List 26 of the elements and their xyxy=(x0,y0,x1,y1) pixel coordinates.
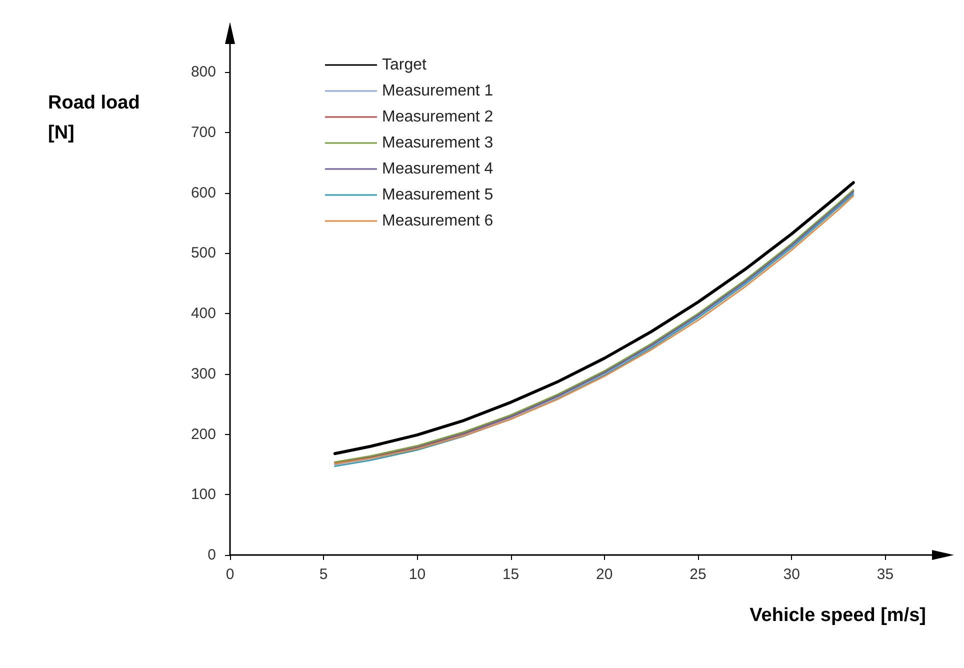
x-tick-label: 5 xyxy=(319,566,328,583)
x-axis-title: Vehicle speed [m/s] xyxy=(750,605,926,626)
y-tick-label: 700 xyxy=(190,124,216,142)
legend-label: Measurement 1 xyxy=(382,82,494,100)
x-tick-label: 25 xyxy=(690,566,706,583)
x-tick-label: 20 xyxy=(596,566,613,583)
y-tick-label: 300 xyxy=(190,365,216,382)
legend-label: Measurement 6 xyxy=(382,212,494,230)
y-tick-label: 0 xyxy=(208,546,216,564)
y-tick-label: 500 xyxy=(190,244,216,262)
x-tick-label: 35 xyxy=(876,566,894,583)
y-axis-title: Road load [N] xyxy=(48,92,140,144)
legend-label: Target xyxy=(382,56,428,74)
y-tick-label: 600 xyxy=(190,184,216,202)
x-tick-label: 30 xyxy=(783,566,800,583)
x-tick-label: 0 xyxy=(226,566,234,583)
legend-label: Measurement 5 xyxy=(382,186,494,204)
y-tick-label: 400 xyxy=(190,305,216,322)
y-tick-label: 200 xyxy=(190,426,216,443)
legend-label: Measurement 2 xyxy=(382,108,494,126)
legend-label: Measurement 4 xyxy=(382,160,494,178)
y-tick-label: 800 xyxy=(190,64,216,81)
x-tick-label: 10 xyxy=(408,566,426,583)
x-tick-label: 15 xyxy=(502,566,520,583)
legend-label: Measurement 3 xyxy=(382,134,494,152)
y-tick-label: 100 xyxy=(190,486,216,504)
